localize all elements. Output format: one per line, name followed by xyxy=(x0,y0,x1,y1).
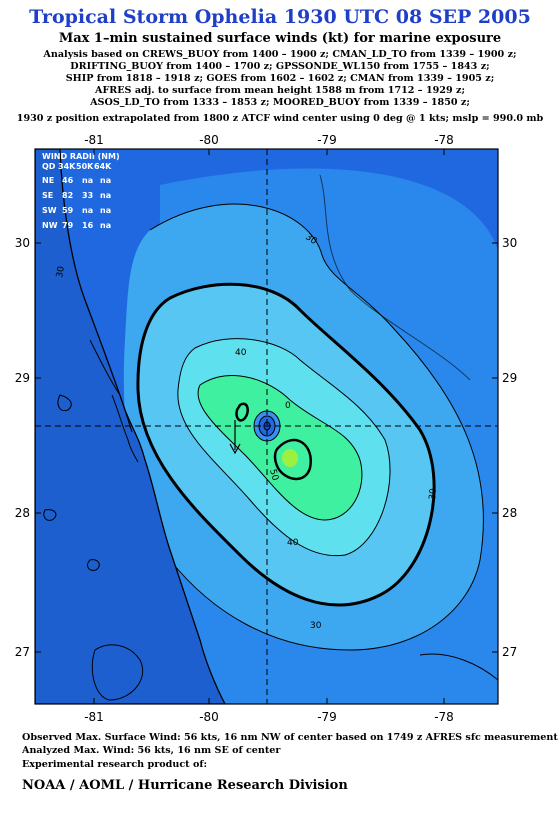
wind-radii-row: SE 82 33 na xyxy=(42,191,111,200)
coastal-features xyxy=(43,339,498,701)
observed-max-wind: Observed Max. Surface Wind: 56 kts, 16 n… xyxy=(22,732,558,743)
y-axis-right: 30 29 28 27 xyxy=(502,236,517,659)
analysis-line: ASOS_LD_TO from 1333 – 1853 z; MOORED_BU… xyxy=(90,97,470,108)
analysis-line: Analysis based on CREWS_BUOY from 1400 –… xyxy=(43,49,517,60)
wind-band-45 xyxy=(198,375,362,520)
max-wind-core xyxy=(282,449,298,467)
contour-label: 40 xyxy=(235,348,247,358)
x-tick-label: -78 xyxy=(434,710,454,724)
x-tick-label: -79 xyxy=(317,133,337,147)
y-tick-label: 29 xyxy=(15,371,30,385)
x-tick-label: -81 xyxy=(84,710,104,724)
contour-label: 40 xyxy=(287,538,299,548)
contour-label: 30 xyxy=(428,488,439,501)
y-tick-label: 27 xyxy=(502,645,517,659)
y-tick-label: 27 xyxy=(15,645,30,659)
y-axis-left: 30 29 28 27 xyxy=(15,236,30,659)
map-subtitle: Max 1–min sustained surface winds (kt) f… xyxy=(58,31,502,46)
contour-label: 50 xyxy=(267,468,280,482)
contours xyxy=(136,174,484,651)
x-axis-bottom: -81 -80 -79 -78 xyxy=(84,710,454,724)
organization-name: NOAA / AOML / Hurricane Research Divisio… xyxy=(22,778,348,793)
analysis-line-position: 1930 z position extrapolated from 1800 z… xyxy=(16,113,544,124)
analyzed-max-wind: Analyzed Max. Wind: 56 kts, 16 nm SE of … xyxy=(22,745,281,756)
x-tick-label: -78 xyxy=(434,133,454,147)
product-note: Experimental research product of: xyxy=(22,759,208,770)
y-tick-label: 30 xyxy=(15,236,30,250)
wind-radii-row: SW 59 na na xyxy=(42,206,111,215)
contour-label: 30 xyxy=(55,265,67,278)
motion-arrow-head xyxy=(229,443,241,455)
x-axis-top: -81 -80 -79 -78 xyxy=(84,133,454,147)
wind-radii-table: WIND RADII (NM) QD 34K50K64K NE 46 na na SE 8… xyxy=(42,152,120,230)
map-title: Tropical Storm Ophelia 1930 UTC 08 SEP 2… xyxy=(29,6,531,28)
x-tick-label: -79 xyxy=(317,710,337,724)
y-tick-label: 30 xyxy=(502,236,517,250)
wind-radii-row: NW 79 16 na xyxy=(42,221,111,230)
x-tick-label: -80 xyxy=(199,133,219,147)
wind-radii-header: QD 34K50K64K xyxy=(42,162,112,171)
wind-radii-title: WIND RADII (NM) xyxy=(42,152,120,161)
analysis-line: AFRES adj. to surface from mean height 1… xyxy=(95,85,465,96)
wind-radii-row: NE 46 na na xyxy=(42,176,111,185)
contour-label: 30 xyxy=(310,621,322,631)
analysis-line: DRIFTING_BUOY from 1400 – 1700 z; GPSSON… xyxy=(70,61,490,72)
contour-label: 0 xyxy=(285,401,291,411)
y-tick-label: 28 xyxy=(15,506,30,520)
y-tick-label: 29 xyxy=(502,371,517,385)
analysis-line: SHIP from 1818 – 1918 z; GOES from 1602 … xyxy=(65,73,495,84)
map-frame xyxy=(34,148,499,705)
tick-marks xyxy=(35,149,498,704)
x-tick-label: -80 xyxy=(199,710,219,724)
x-tick-label: -81 xyxy=(84,133,104,147)
y-tick-label: 28 xyxy=(502,506,517,520)
